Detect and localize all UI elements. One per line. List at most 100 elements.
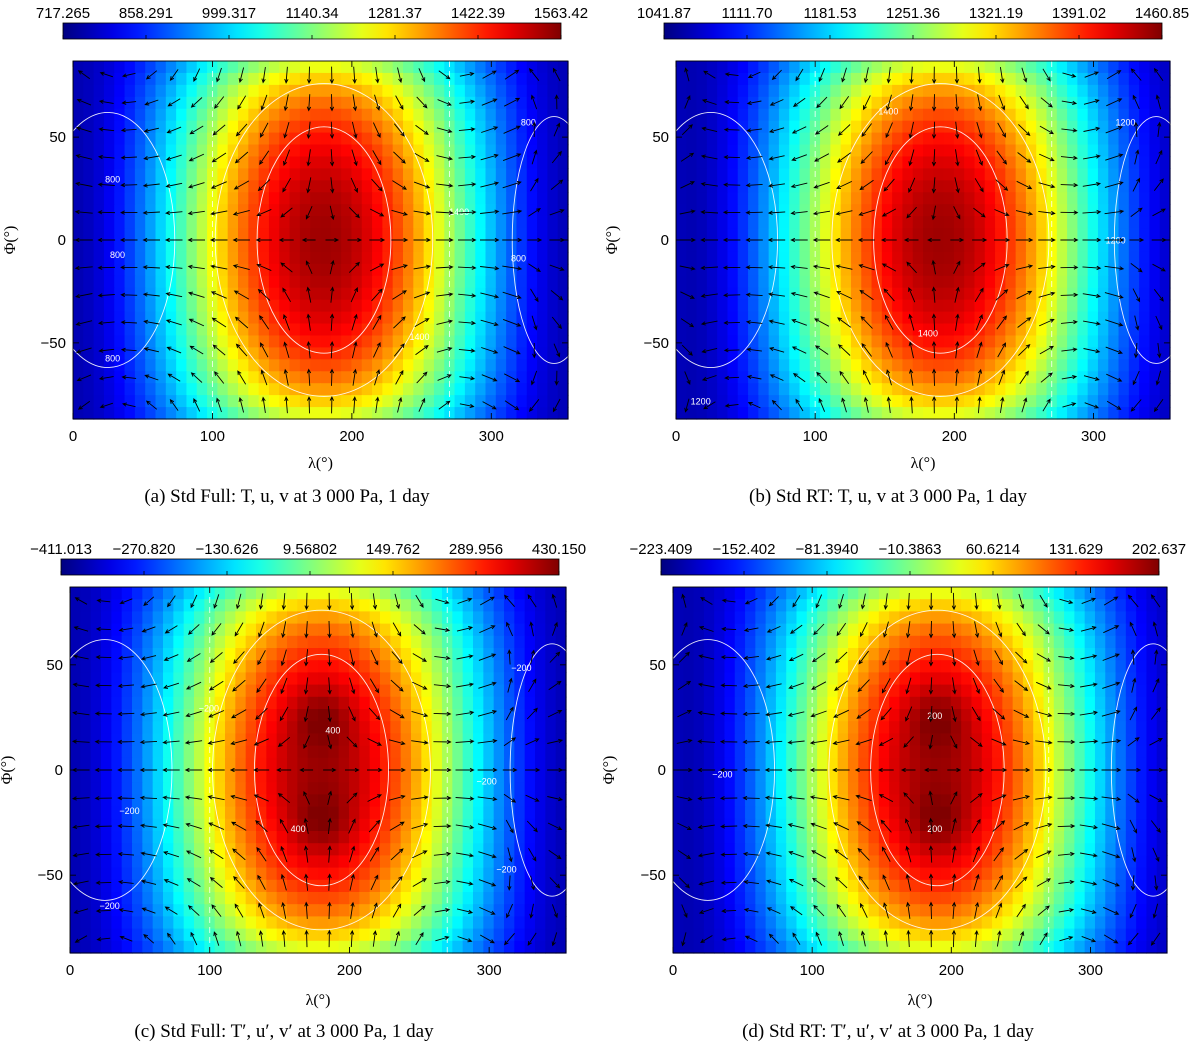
wind-vector xyxy=(701,99,717,105)
heatmap-cell xyxy=(194,855,205,869)
heatmap-cell xyxy=(196,204,208,217)
heatmap-cell xyxy=(328,806,340,820)
heatmap-cell xyxy=(547,132,559,146)
heatmap-cell xyxy=(225,916,236,930)
heatmap-cell xyxy=(320,323,332,337)
heatmap-cell xyxy=(421,648,433,661)
heatmap-cell xyxy=(830,359,842,372)
heatmap-cell xyxy=(974,84,986,98)
heatmap-cell xyxy=(318,892,329,905)
wind-vector xyxy=(142,183,160,188)
heatmap-cell xyxy=(1025,192,1037,205)
axis-ticks-b: 0 100 200 300 50 0 −50 xyxy=(644,129,1106,445)
heatmap-cell xyxy=(1128,216,1140,229)
panel-b: 1041.87 1111.70 1181.53 1251.36 1321.19 … xyxy=(604,5,1199,507)
heatmap-cell xyxy=(514,709,526,722)
heatmap-cell xyxy=(248,371,260,384)
heatmap-cell xyxy=(557,240,569,253)
heatmap-cell xyxy=(338,587,350,600)
heatmap-cell xyxy=(121,928,133,942)
heatmap-cell xyxy=(1159,240,1171,253)
heatmap-cell xyxy=(93,144,105,158)
heatmap-cell xyxy=(204,770,216,783)
heatmap-cell xyxy=(1139,61,1151,74)
heatmap-cell xyxy=(912,216,924,229)
heatmap-cell xyxy=(861,263,873,277)
heatmap-cell xyxy=(514,770,526,783)
heatmap-cell xyxy=(850,371,862,384)
heatmap-cell xyxy=(768,359,780,372)
heatmap-cell xyxy=(258,156,270,169)
heatmap-cell xyxy=(145,311,157,325)
heatmap-cell xyxy=(310,204,322,217)
heatmap-cell xyxy=(748,84,759,98)
heatmap-cell xyxy=(547,72,559,86)
heatmap-cell xyxy=(1067,240,1078,253)
heatmap-cell xyxy=(524,806,536,820)
x-tick-a-0: 0 xyxy=(69,428,77,445)
wind-vector xyxy=(189,125,204,135)
heatmap-cell xyxy=(737,72,749,86)
heatmap-cell xyxy=(676,156,687,169)
heatmap-cell xyxy=(318,770,329,783)
heatmap-cell xyxy=(727,251,739,265)
heatmap-cell xyxy=(892,383,904,396)
heatmap-cell xyxy=(504,892,515,905)
heatmap-cell xyxy=(214,587,226,600)
heatmap-cell xyxy=(245,611,257,625)
heatmap-cell xyxy=(1025,287,1037,301)
heatmap-cell xyxy=(165,383,177,396)
heatmap-cell xyxy=(1159,275,1171,289)
heatmap-cell xyxy=(114,323,126,337)
heatmap-cell xyxy=(1118,228,1130,241)
heatmap-cell xyxy=(506,144,518,158)
heatmap-cell xyxy=(1108,144,1120,158)
heatmap-cell xyxy=(248,72,260,86)
heatmap-cell xyxy=(820,72,831,86)
heatmap-cell xyxy=(268,132,280,146)
heatmap-cell xyxy=(495,204,507,217)
wind-vector xyxy=(839,370,850,385)
heatmap-cell xyxy=(194,940,205,954)
heatmap-cell xyxy=(789,395,801,408)
heatmap-cell xyxy=(256,757,267,771)
heatmap-cell xyxy=(227,156,239,169)
heatmap-cell xyxy=(514,635,526,649)
heatmap-cell xyxy=(1128,263,1140,277)
heatmap-cell xyxy=(134,407,146,420)
heatmap-cell xyxy=(1128,132,1140,146)
heatmap-cell xyxy=(268,407,280,420)
heatmap-cell xyxy=(289,228,301,241)
heatmap-cell xyxy=(727,168,739,181)
heatmap-cell xyxy=(768,61,780,74)
heatmap-cell xyxy=(111,904,123,917)
heatmap-cell xyxy=(1097,383,1109,396)
heatmap-cell xyxy=(341,251,353,265)
wind-vector xyxy=(908,121,914,139)
heatmap-cell xyxy=(933,84,945,98)
heatmap-cell xyxy=(454,275,466,289)
heatmap-cell xyxy=(1097,84,1109,98)
heatmap-cell xyxy=(1067,323,1078,337)
wind-vector xyxy=(1082,237,1102,243)
heatmap-cell xyxy=(1087,132,1099,146)
wind-vector xyxy=(931,149,937,167)
heatmap-cell xyxy=(421,587,433,600)
heatmap-cell xyxy=(330,359,342,372)
heatmap-cell xyxy=(248,132,260,146)
heatmap-cell xyxy=(547,407,559,420)
heatmap-cell xyxy=(984,216,996,229)
wind-vector xyxy=(995,179,1009,191)
heatmap-cell xyxy=(73,251,84,265)
heatmap-cell xyxy=(176,299,188,313)
heatmap-cell xyxy=(423,371,435,384)
heatmap-cell xyxy=(850,156,862,169)
heatmap-cell xyxy=(493,733,505,747)
heatmap-cell xyxy=(80,696,92,710)
heatmap-cell xyxy=(768,251,780,265)
heatmap-cell xyxy=(737,251,749,265)
heatmap-cell xyxy=(307,587,319,600)
heatmap-cell xyxy=(142,684,154,698)
heatmap-cell xyxy=(111,806,123,820)
wind-vector xyxy=(329,94,335,112)
